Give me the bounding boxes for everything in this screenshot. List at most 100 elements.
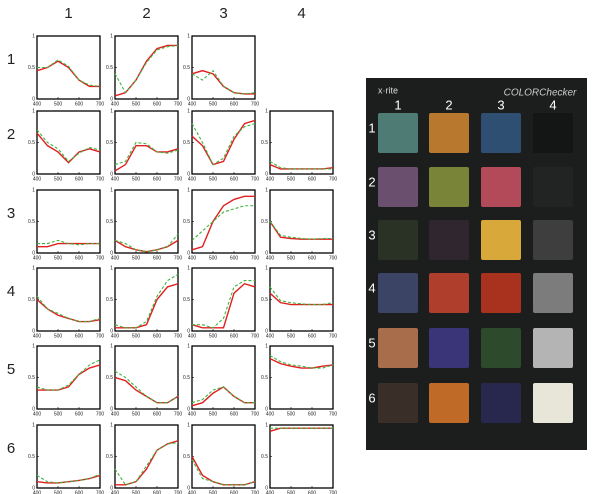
y-tick-label: 1 xyxy=(187,187,190,193)
y-tick-label: 1 xyxy=(265,343,268,349)
spectrum-line xyxy=(192,457,255,485)
y-tick-label: 0.5 xyxy=(28,454,35,460)
spectrum-line xyxy=(37,300,100,322)
x-tick-label: 700 xyxy=(174,333,183,339)
spectrum-line xyxy=(192,120,255,164)
y-tick-label: 0 xyxy=(32,328,35,334)
spectrum-line xyxy=(115,378,178,403)
checker-row-label: 5 xyxy=(368,335,375,350)
x-tick-label: 600 xyxy=(230,333,239,339)
spectrum-line xyxy=(37,360,100,390)
y-tick-label: 1 xyxy=(110,265,113,271)
y-tick-label: 0 xyxy=(265,328,268,334)
y-tick-label: 1 xyxy=(110,422,113,428)
x-tick-label: 500 xyxy=(287,333,296,339)
y-tick-label: 0.5 xyxy=(28,140,35,146)
y-tick-label: 0.5 xyxy=(28,219,35,225)
y-tick-label: 1 xyxy=(32,343,35,349)
row-label: 3 xyxy=(7,205,15,222)
checker-brand: x·rite xyxy=(378,85,398,95)
x-tick-label: 600 xyxy=(75,411,84,417)
y-tick-label: 0 xyxy=(265,485,268,491)
swatch xyxy=(533,328,573,368)
x-tick-label: 500 xyxy=(132,101,141,107)
x-tick-label: 600 xyxy=(153,101,162,107)
x-tick-label: 600 xyxy=(153,490,162,494)
swatch xyxy=(378,220,418,260)
spectrum-line xyxy=(192,196,255,250)
y-tick-label: 1 xyxy=(265,108,268,114)
y-tick-label: 1 xyxy=(187,343,190,349)
x-tick-label: 500 xyxy=(132,490,141,494)
x-tick-label: 700 xyxy=(251,333,260,339)
y-tick-label: 0.5 xyxy=(183,375,190,381)
spectrum-line xyxy=(37,475,100,483)
y-tick-label: 0.5 xyxy=(261,375,268,381)
column-label: 4 xyxy=(297,5,305,22)
plot-frame xyxy=(192,425,255,488)
x-tick-label: 500 xyxy=(54,101,63,107)
y-tick-label: 1 xyxy=(32,422,35,428)
y-tick-label: 0.5 xyxy=(106,454,113,460)
y-tick-label: 0 xyxy=(32,171,35,177)
swatch xyxy=(378,113,418,153)
y-tick-label: 0 xyxy=(110,171,113,177)
plot-frame xyxy=(192,268,255,331)
y-tick-label: 0 xyxy=(265,406,268,412)
y-tick-label: 0 xyxy=(265,250,268,256)
y-tick-label: 1 xyxy=(265,187,268,193)
y-tick-label: 0 xyxy=(110,406,113,412)
swatch xyxy=(429,113,469,153)
y-tick-label: 0.5 xyxy=(28,375,35,381)
x-tick-label: 500 xyxy=(54,411,63,417)
y-tick-label: 1 xyxy=(187,422,190,428)
plot-frame xyxy=(192,190,255,253)
x-tick-label: 600 xyxy=(308,255,317,261)
x-tick-label: 500 xyxy=(287,255,296,261)
y-tick-label: 0 xyxy=(32,406,35,412)
spectrum-line xyxy=(192,71,255,94)
x-tick-label: 500 xyxy=(54,490,63,494)
x-tick-label: 600 xyxy=(75,255,84,261)
x-tick-label: 500 xyxy=(132,176,141,182)
y-tick-label: 0 xyxy=(265,171,268,177)
swatch xyxy=(429,383,469,423)
x-tick-label: 600 xyxy=(230,411,239,417)
plot-frame xyxy=(115,268,178,331)
checker-row-label: 4 xyxy=(368,280,375,295)
plot-frame xyxy=(270,425,333,488)
x-tick-label: 600 xyxy=(75,176,84,182)
swatch xyxy=(533,113,573,153)
y-tick-label: 1 xyxy=(187,33,190,39)
y-tick-label: 1 xyxy=(32,108,35,114)
y-tick-label: 1 xyxy=(32,265,35,271)
y-tick-label: 0.5 xyxy=(28,297,35,303)
spectrum-line xyxy=(115,45,178,92)
y-tick-label: 0.5 xyxy=(183,140,190,146)
x-tick-label: 600 xyxy=(230,490,239,494)
checker-column-label: 2 xyxy=(445,97,452,112)
row-label: 2 xyxy=(7,126,15,143)
swatch xyxy=(533,220,573,260)
swatch xyxy=(481,328,521,368)
spectrum-line xyxy=(115,146,178,171)
spectrum-line xyxy=(115,234,178,252)
x-tick-label: 600 xyxy=(230,255,239,261)
x-tick-label: 700 xyxy=(251,411,260,417)
x-tick-label: 700 xyxy=(96,333,105,339)
x-tick-label: 700 xyxy=(96,490,105,494)
x-tick-label: 700 xyxy=(174,176,183,182)
x-tick-label: 600 xyxy=(308,176,317,182)
x-tick-label: 500 xyxy=(287,411,296,417)
row-label: 6 xyxy=(7,440,15,457)
x-tick-label: 700 xyxy=(174,411,183,417)
y-tick-label: 1 xyxy=(32,33,35,39)
plot-frame xyxy=(192,36,255,99)
y-tick-label: 0.5 xyxy=(106,297,113,303)
swatch xyxy=(533,273,573,313)
swatch xyxy=(378,273,418,313)
checker-row-label: 2 xyxy=(368,174,375,189)
x-tick-label: 600 xyxy=(308,490,317,494)
x-tick-label: 600 xyxy=(230,176,239,182)
x-tick-label: 700 xyxy=(329,490,338,494)
